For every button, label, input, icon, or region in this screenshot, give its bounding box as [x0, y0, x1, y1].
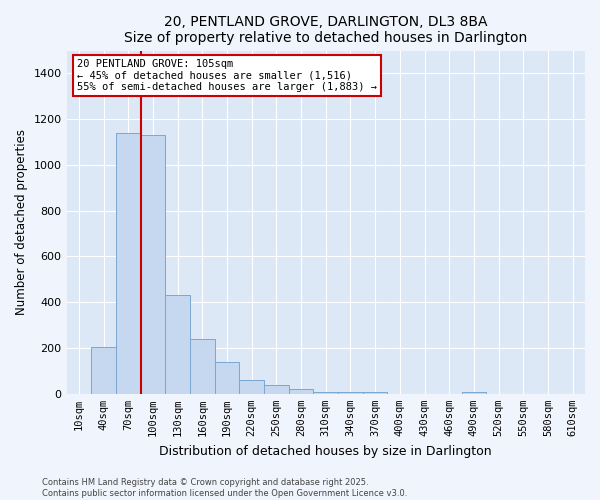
Bar	[289, 389, 313, 394]
Bar	[91, 347, 116, 394]
Bar	[264, 384, 289, 394]
Bar	[338, 392, 363, 394]
Bar	[239, 380, 264, 394]
Text: 20 PENTLAND GROVE: 105sqm
← 45% of detached houses are smaller (1,516)
55% of se: 20 PENTLAND GROVE: 105sqm ← 45% of detac…	[77, 59, 377, 92]
Bar	[140, 135, 165, 394]
Bar	[461, 392, 486, 394]
Bar	[116, 133, 140, 394]
Bar	[313, 392, 338, 394]
Bar	[190, 339, 215, 394]
Title: 20, PENTLAND GROVE, DARLINGTON, DL3 8BA
Size of property relative to detached ho: 20, PENTLAND GROVE, DARLINGTON, DL3 8BA …	[124, 15, 527, 45]
X-axis label: Distribution of detached houses by size in Darlington: Distribution of detached houses by size …	[160, 444, 492, 458]
Bar	[165, 296, 190, 394]
Bar	[363, 392, 388, 394]
Bar	[215, 362, 239, 394]
Text: Contains HM Land Registry data © Crown copyright and database right 2025.
Contai: Contains HM Land Registry data © Crown c…	[42, 478, 407, 498]
Y-axis label: Number of detached properties: Number of detached properties	[15, 129, 28, 315]
